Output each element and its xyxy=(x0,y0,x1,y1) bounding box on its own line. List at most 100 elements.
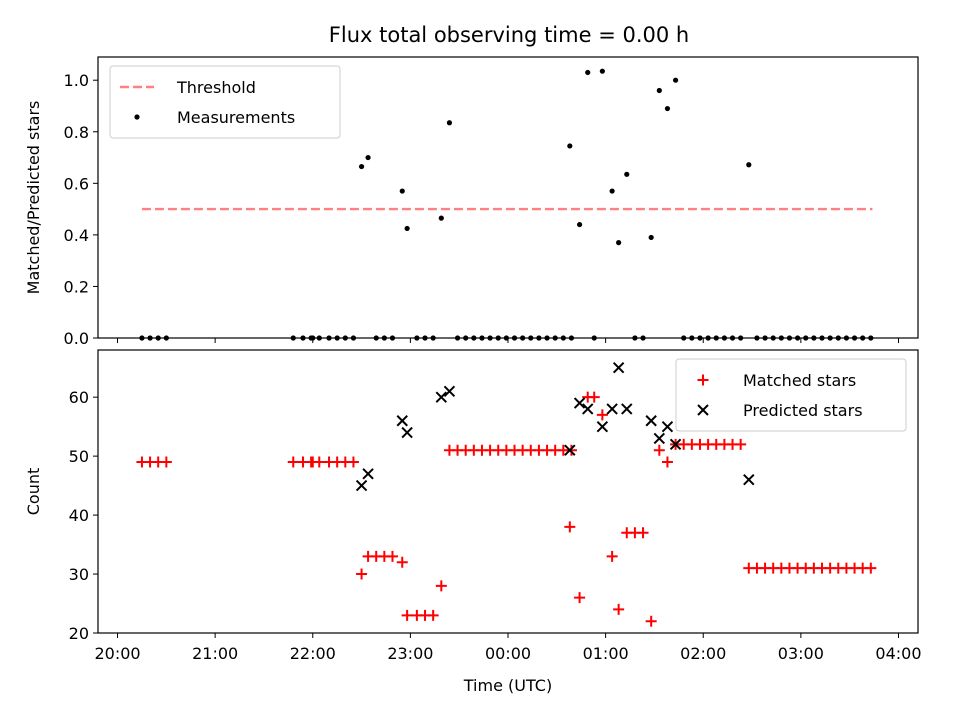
predicted-star-point xyxy=(435,391,448,403)
matched-star-point xyxy=(287,456,299,468)
measurement-point xyxy=(567,143,573,149)
matched-star-point xyxy=(661,456,673,468)
x-tick-label: 21:00 xyxy=(192,644,238,663)
y-tick-label: 0.0 xyxy=(64,329,89,348)
y-tick-label: 0.4 xyxy=(64,226,89,245)
x-tick-label: 00:00 xyxy=(485,644,531,663)
x-tick-label: 03:00 xyxy=(778,644,824,663)
y-tick-label: 60 xyxy=(69,388,89,407)
count-panel: 20 30 40 50 60 20:00 21:00 22:00 23:00 00:00 01:00… xyxy=(24,349,922,695)
matched-star-point xyxy=(386,550,398,562)
x-tick-label: 02:00 xyxy=(680,644,726,663)
legend-label: Measurements xyxy=(177,108,295,127)
y-tick-label: 0.2 xyxy=(64,277,89,296)
matched-star-point xyxy=(396,556,408,568)
legend-box xyxy=(109,65,341,139)
legend-label: Threshold xyxy=(176,78,256,97)
predicted-star-point xyxy=(606,403,618,415)
measurement-point xyxy=(672,77,679,83)
legend-box xyxy=(675,358,907,432)
legend-label: Predicted stars xyxy=(743,401,863,420)
measurement-point xyxy=(648,234,654,241)
y-tick-label: 50 xyxy=(69,447,89,466)
x-tick-label: 01:00 xyxy=(583,644,629,663)
axes-frame xyxy=(97,349,919,634)
ratio-panel: 0.0 0.2 0.4 0.6 0.8 1.0 Matched/Predicted star… xyxy=(24,56,919,348)
x-axis-label: Time (UTC) xyxy=(463,676,552,695)
series-matched-stars xyxy=(136,391,877,627)
legend-label: Matched stars xyxy=(743,371,856,390)
y-tick-label: 0.6 xyxy=(64,174,89,193)
x-tick-label: 22:00 xyxy=(290,644,336,663)
matched-star-point xyxy=(637,527,649,539)
measurement-point xyxy=(404,225,410,232)
x-tick-label: 20:00 xyxy=(94,644,140,663)
predicted-star-point xyxy=(661,420,674,433)
predicted-star-point xyxy=(582,403,594,415)
matched-star-point xyxy=(588,391,600,403)
predicted-star-point xyxy=(621,403,633,415)
measurement-point xyxy=(399,188,405,194)
matched-star-point xyxy=(435,580,447,592)
measurement-point xyxy=(358,163,365,170)
y-tick-label: 40 xyxy=(69,506,89,525)
predicted-star-point xyxy=(669,438,682,451)
matched-star-point xyxy=(160,456,172,468)
matched-star-point xyxy=(735,438,747,450)
figure-title: Flux total observing time = 0.00 h xyxy=(329,23,689,47)
axes-frame xyxy=(97,56,919,339)
legend: Threshold Measurements xyxy=(109,65,341,139)
matched-star-point xyxy=(645,615,657,627)
predicted-star-point xyxy=(596,420,609,433)
predicted-star-point xyxy=(645,415,657,427)
measurement-point xyxy=(746,162,752,168)
measurement-point xyxy=(609,188,615,194)
matched-star-point xyxy=(653,444,665,456)
matched-star-point xyxy=(596,409,608,421)
legend-marker xyxy=(134,114,140,120)
x-tick-label: 23:00 xyxy=(387,644,433,663)
legend-marker xyxy=(697,374,709,386)
measurement-point xyxy=(438,215,444,221)
measurement-point xyxy=(664,105,671,112)
measurement-point xyxy=(446,120,453,126)
predicted-star-point xyxy=(743,474,755,486)
matched-star-point xyxy=(865,562,877,574)
predicted-star-point xyxy=(573,397,586,409)
measurement-point xyxy=(576,221,583,228)
matched-star-point xyxy=(574,592,586,604)
y-tick-label: 1.0 xyxy=(64,71,89,90)
y-axis-label: Count xyxy=(24,468,43,516)
predicted-star-point xyxy=(612,361,625,374)
matched-star-point xyxy=(564,521,576,533)
matched-star-point xyxy=(606,550,618,562)
matched-star-point xyxy=(427,609,439,621)
matched-star-point xyxy=(565,444,577,456)
x-tick-label: 04:00 xyxy=(875,644,921,663)
y-tick-label: 30 xyxy=(69,565,89,584)
matched-star-point xyxy=(401,609,413,621)
predicted-star-point xyxy=(396,415,408,427)
measurement-point xyxy=(656,87,662,94)
matched-star-point xyxy=(613,603,625,615)
matched-star-point xyxy=(347,456,359,468)
predicted-star-point xyxy=(362,468,374,480)
y-tick-label: 20 xyxy=(69,624,89,643)
matched-star-point xyxy=(356,568,368,580)
predicted-star-point xyxy=(564,444,576,456)
predicted-star-point xyxy=(443,385,456,397)
measurement-point xyxy=(624,171,630,177)
measurement-point xyxy=(616,240,622,246)
measurement-point xyxy=(365,154,371,161)
predicted-star-point xyxy=(401,426,413,439)
series-predicted-stars xyxy=(355,361,755,492)
predicted-star-point xyxy=(653,432,666,445)
y-tick-label: 0.8 xyxy=(64,123,89,142)
legend-marker xyxy=(697,404,709,416)
measurement-point xyxy=(585,69,591,76)
y-axis-label: Matched/Predicted stars xyxy=(24,101,43,295)
matched-star-point xyxy=(313,456,325,468)
predicted-star-point xyxy=(355,479,368,492)
legend: Matched stars Predicted stars xyxy=(675,358,907,432)
